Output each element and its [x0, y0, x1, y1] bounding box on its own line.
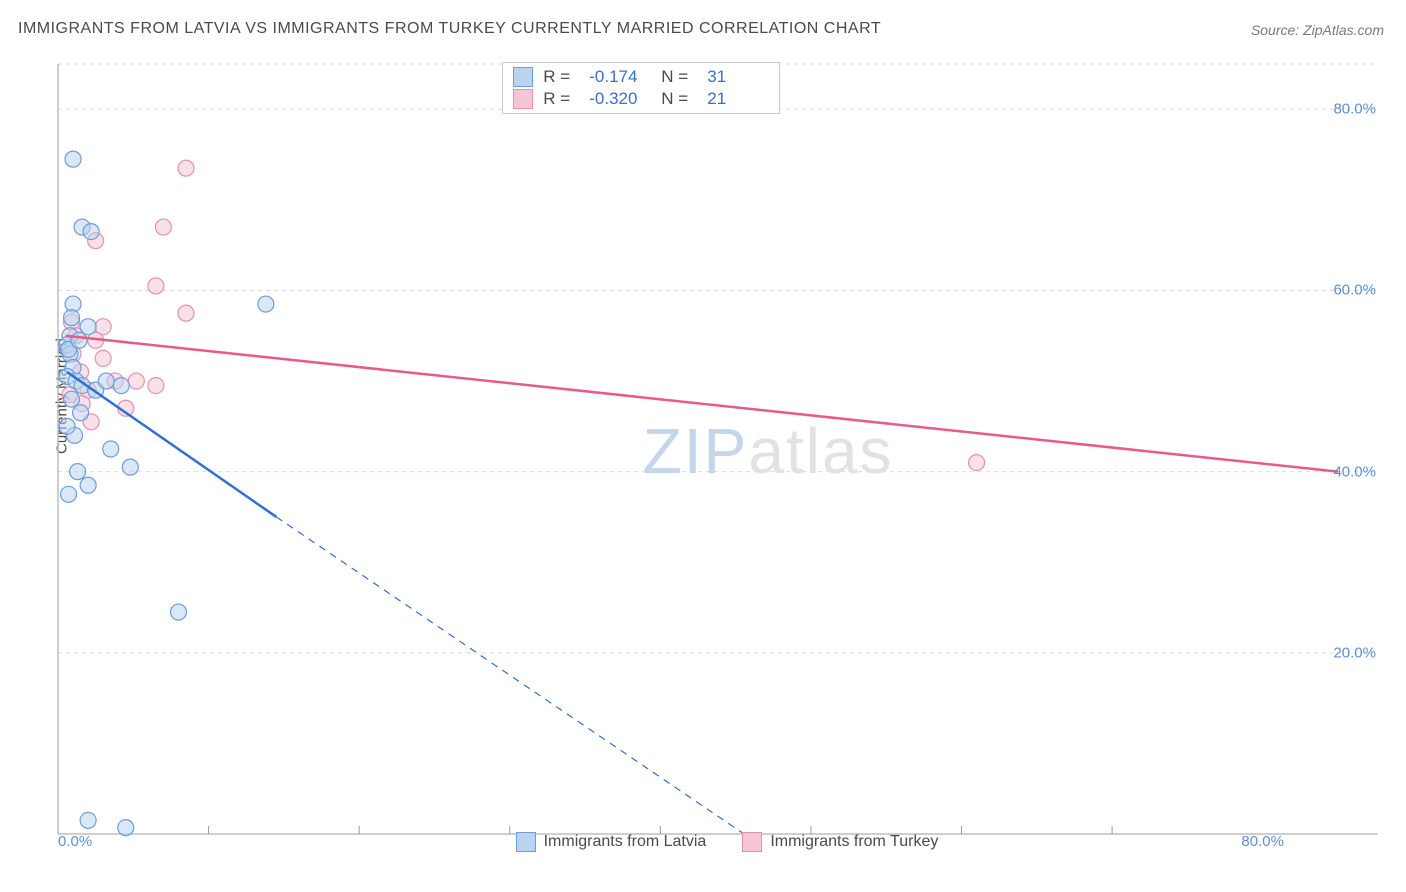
legend-stat-row: R = -0.174 N = 31	[513, 67, 769, 87]
n-label: N =	[661, 89, 697, 109]
latvia-point	[61, 486, 77, 502]
x-tick: 0.0%	[58, 833, 92, 850]
r-label: R =	[543, 67, 579, 87]
latvia-point	[122, 459, 138, 475]
legend-swatch	[513, 67, 533, 87]
y-tick: 80.0%	[1333, 101, 1376, 118]
y-tick: 40.0%	[1333, 463, 1376, 480]
latvia-point	[113, 378, 129, 394]
r-label: R =	[543, 89, 579, 109]
latvia-trendline	[67, 372, 276, 517]
r-value: -0.174	[589, 67, 651, 87]
turkey-point	[969, 455, 985, 471]
r-value: -0.320	[589, 89, 651, 109]
latvia-point	[71, 332, 87, 348]
latvia-point	[64, 391, 80, 407]
legend-swatch	[516, 832, 536, 852]
series-legend-label: Immigrants from Turkey	[770, 833, 938, 851]
series-legend-label: Immigrants from Latvia	[544, 833, 707, 851]
turkey-point	[178, 160, 194, 176]
latvia-point	[83, 224, 99, 240]
latvia-point	[98, 373, 114, 389]
chart-plot-area: Currently Married ZIPatlas R =-0.174N =3…	[48, 54, 1384, 854]
series-legend-item: Immigrants from Latvia	[516, 832, 707, 852]
latvia-point	[103, 441, 119, 457]
n-label: N =	[661, 67, 697, 87]
latvia-point	[65, 151, 81, 167]
latvia-point	[73, 405, 89, 421]
series-legend: Immigrants from Latvia Immigrants from Tu…	[516, 832, 939, 852]
x-tick: 80.0%	[1241, 833, 1284, 850]
legend-swatch	[513, 89, 533, 109]
latvia-point	[80, 812, 96, 828]
latvia-trendline-extrapolated	[276, 517, 744, 834]
y-tick: 20.0%	[1333, 644, 1376, 661]
series-legend-item: Immigrants from Turkey	[742, 832, 938, 852]
latvia-point	[59, 418, 75, 434]
n-value: 31	[707, 67, 769, 87]
latvia-point	[258, 296, 274, 312]
turkey-point	[148, 278, 164, 294]
y-tick: 60.0%	[1333, 282, 1376, 299]
source-attribution: Source: ZipAtlas.com	[1251, 22, 1384, 38]
latvia-point	[170, 604, 186, 620]
turkey-point	[178, 305, 194, 321]
legend-stat-row: R = -0.320 N = 21	[513, 89, 769, 109]
turkey-point	[155, 219, 171, 235]
latvia-point	[70, 464, 86, 480]
turkey-point	[148, 378, 164, 394]
turkey-trendline	[66, 336, 1338, 472]
chart-svg	[48, 54, 1384, 854]
correlation-legend: R = -0.174 N = 31 R = -0.320 N = 21	[502, 62, 780, 114]
latvia-point	[80, 319, 96, 335]
legend-swatch	[742, 832, 762, 852]
turkey-point	[128, 373, 144, 389]
chart-title: IMMIGRANTS FROM LATVIA VS IMMIGRANTS FRO…	[18, 20, 881, 38]
latvia-point	[118, 820, 134, 836]
turkey-point	[95, 350, 111, 366]
latvia-point	[64, 310, 80, 326]
n-value: 21	[707, 89, 769, 109]
latvia-point	[80, 477, 96, 493]
